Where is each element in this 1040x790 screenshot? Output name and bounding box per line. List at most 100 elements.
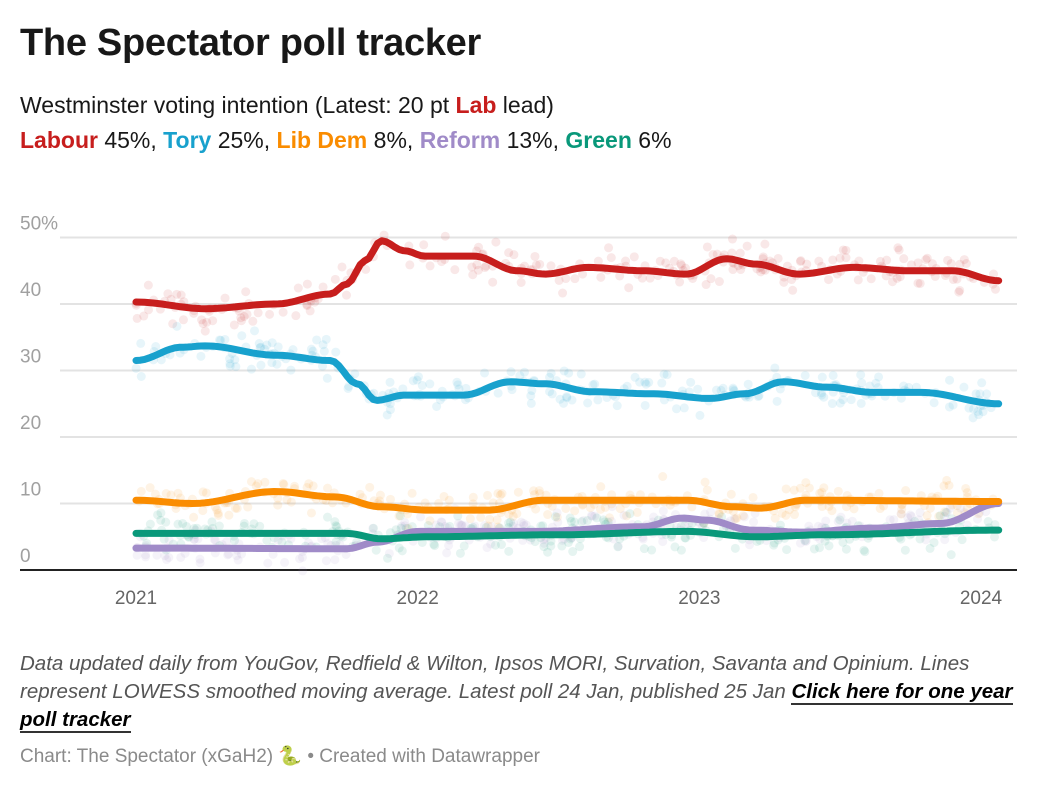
- poll-dot: [854, 256, 864, 266]
- poll-dot: [166, 490, 176, 500]
- legend-separator: ,: [406, 127, 420, 153]
- poll-dot: [820, 536, 830, 546]
- byline: Chart: The Spectator (xGaH2) 🐍 • Created…: [20, 744, 540, 768]
- poll-dot: [308, 346, 318, 356]
- poll-dot: [711, 385, 721, 395]
- poll-dot: [727, 248, 737, 258]
- legend-party-share: 6%: [631, 127, 672, 153]
- legend-separator: ,: [150, 127, 164, 153]
- poll-dot: [896, 509, 906, 519]
- poll-dot: [509, 250, 519, 260]
- poll-dot: [865, 381, 875, 391]
- poll-dot: [453, 511, 463, 521]
- poll-dot: [208, 316, 218, 326]
- poll-dot: [176, 290, 186, 300]
- poll-dot: [239, 312, 249, 322]
- poll-dot: [607, 502, 617, 512]
- poll-dot: [596, 504, 606, 514]
- poll-dot: [814, 256, 824, 266]
- poll-dot: [943, 255, 953, 265]
- poll-dot: [828, 255, 838, 265]
- poll-dot: [982, 389, 992, 399]
- poll-dot: [939, 481, 949, 491]
- poll-dot: [579, 515, 589, 525]
- poll-dot: [570, 274, 580, 284]
- poll-dot: [405, 260, 415, 270]
- poll-dot: [201, 488, 211, 498]
- poll-dot: [827, 506, 837, 516]
- poll-dot: [835, 515, 845, 525]
- poll-dot: [236, 313, 246, 323]
- poll-dot: [417, 380, 427, 390]
- poll-dot: [726, 489, 736, 499]
- poll-dot: [874, 372, 884, 382]
- poll-dot: [681, 533, 691, 543]
- poll-dot: [485, 514, 495, 524]
- poll-dot: [521, 520, 531, 530]
- poll-dot: [838, 395, 848, 405]
- poll-dot: [350, 369, 360, 379]
- poll-dot: [397, 521, 407, 531]
- poll-dot: [955, 285, 965, 295]
- poll-dot: [222, 537, 232, 547]
- poll-dot: [256, 342, 266, 352]
- poll-dot: [853, 275, 863, 285]
- poll-dot: [649, 512, 659, 522]
- poll-dot: [412, 375, 422, 385]
- poll-dot: [472, 260, 482, 270]
- poll-dot: [946, 259, 956, 269]
- poll-dot: [948, 400, 958, 410]
- poll-dot: [486, 539, 496, 549]
- poll-dot: [332, 522, 342, 532]
- poll-dot: [925, 543, 935, 553]
- poll-dot: [461, 383, 471, 393]
- poll-dot: [702, 485, 712, 495]
- poll-dot: [496, 540, 506, 550]
- poll-dot: [198, 487, 208, 497]
- poll-dot: [702, 242, 712, 252]
- poll-dot: [262, 340, 272, 350]
- poll-dot: [290, 481, 300, 491]
- poll-dot: [561, 274, 571, 284]
- poll-dot: [934, 511, 944, 521]
- poll-dot: [413, 372, 423, 382]
- poll-dot: [552, 512, 562, 522]
- poll-dot: [959, 255, 969, 265]
- poll-dot: [680, 533, 690, 543]
- poll-dot: [262, 536, 272, 546]
- poll-dot: [885, 515, 895, 525]
- one-year-tracker-link[interactable]: Click here for one year poll tracker: [20, 680, 1013, 733]
- poll-dot: [488, 498, 498, 508]
- poll-dot: [196, 351, 206, 361]
- poll-dot: [957, 535, 967, 545]
- poll-dot: [385, 405, 395, 415]
- poll-dot: [189, 512, 199, 522]
- poll-dot: [143, 280, 153, 290]
- poll-dot: [800, 370, 810, 380]
- poll-dot: [480, 521, 490, 531]
- poll-dot: [546, 261, 556, 271]
- poll-dot: [423, 521, 433, 531]
- poll-dot: [700, 477, 710, 487]
- poll-dot: [624, 283, 634, 293]
- x-tick-label: 2024: [960, 588, 1003, 609]
- poll-dot: [516, 277, 526, 287]
- poll-dot: [735, 248, 745, 258]
- poll-dot: [875, 504, 885, 514]
- poll-dot: [519, 518, 529, 528]
- poll-dot: [293, 283, 303, 293]
- poll-dot: [156, 515, 166, 525]
- poll-dot: [233, 555, 243, 565]
- poll-dot: [213, 510, 223, 520]
- poll-dot: [298, 566, 308, 576]
- poll-dot: [419, 240, 429, 250]
- poll-dot: [531, 504, 541, 514]
- poll-dot: [455, 548, 465, 558]
- legend-party-share: 8%: [367, 127, 407, 153]
- poll-dot: [452, 377, 462, 387]
- poll-dot: [990, 284, 1000, 294]
- poll-dot: [817, 372, 827, 382]
- poll-dot: [172, 321, 182, 331]
- poll-dot: [457, 521, 467, 531]
- poll-dot: [670, 542, 680, 552]
